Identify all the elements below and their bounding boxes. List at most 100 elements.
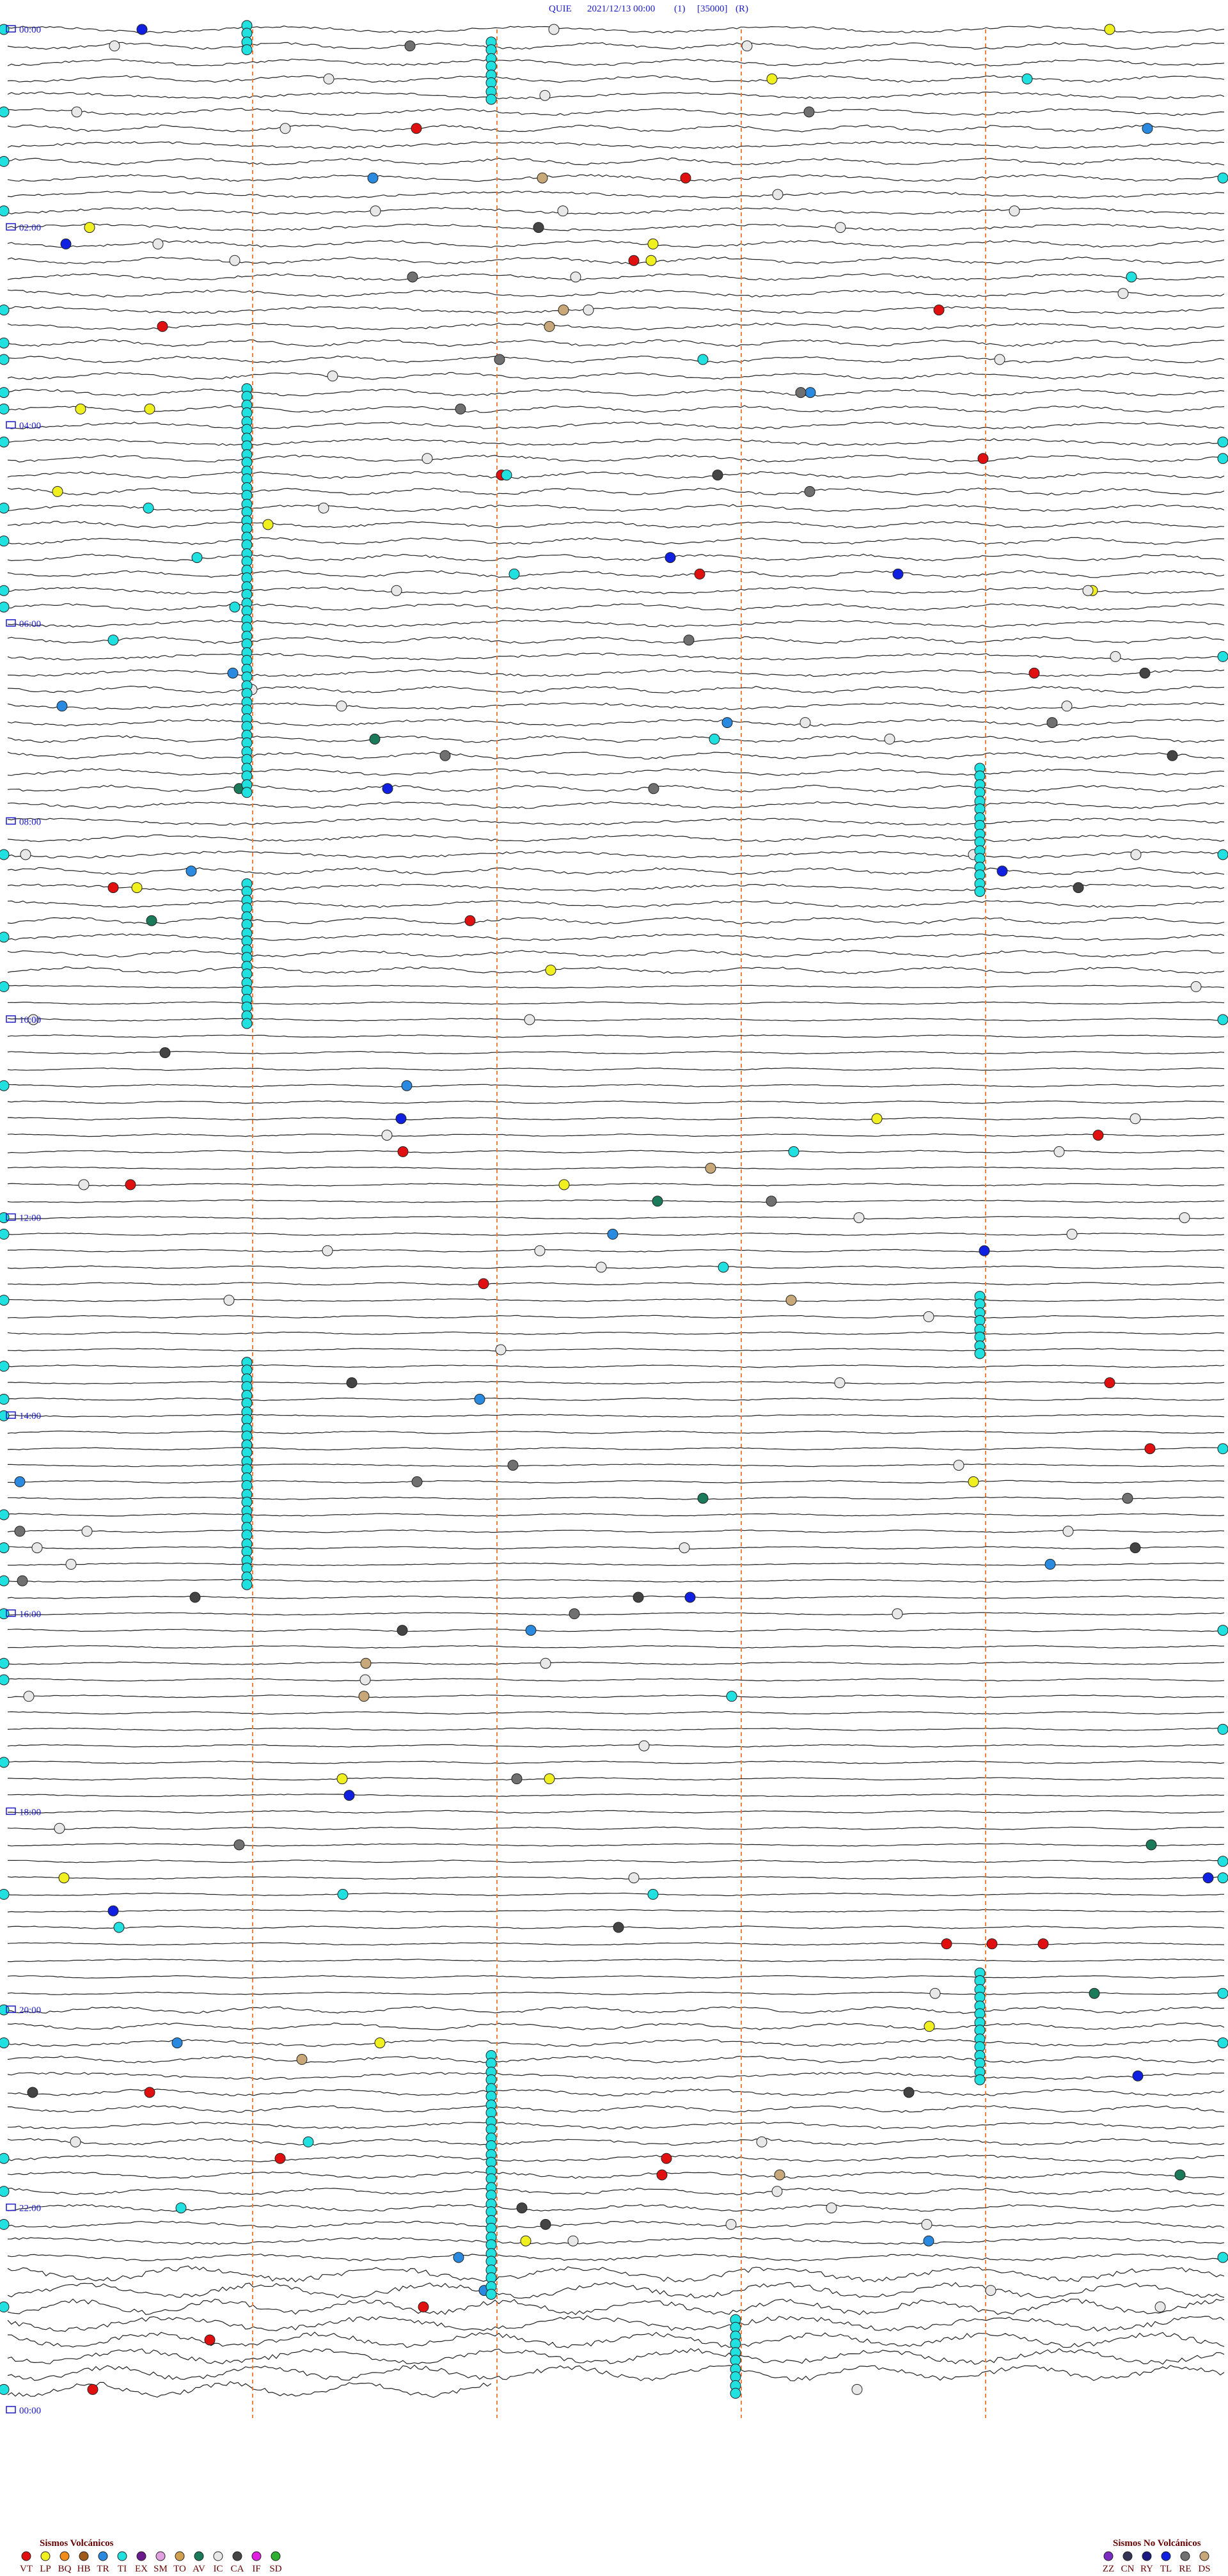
event <box>835 222 846 233</box>
hour-marker <box>6 421 16 429</box>
trace <box>7 1744 1225 1748</box>
event <box>0 849 10 860</box>
event <box>974 886 986 897</box>
legend-label: TO <box>173 2564 186 2574</box>
trace <box>7 1711 1225 1715</box>
event <box>986 1938 998 1950</box>
event <box>1217 849 1228 860</box>
trace <box>7 141 1225 149</box>
event <box>0 2186 10 2197</box>
trace <box>7 2138 1225 2146</box>
event <box>0 981 10 992</box>
trace <box>7 867 1225 876</box>
event <box>131 882 143 894</box>
event <box>241 1018 253 1029</box>
legend-label: LP <box>40 2564 51 2574</box>
event <box>1217 1014 1228 1025</box>
event <box>1179 1212 1190 1224</box>
trace <box>7 2254 1225 2262</box>
event <box>81 1526 93 1537</box>
trace <box>7 2331 1225 2348</box>
event <box>558 1179 570 1190</box>
trace <box>7 1777 1225 1781</box>
event <box>1130 1542 1141 1554</box>
trace <box>7 91 1225 100</box>
trace <box>7 388 1225 397</box>
event <box>70 2136 81 2147</box>
event <box>58 1872 70 1884</box>
event <box>262 519 274 530</box>
trace <box>7 1876 1225 1880</box>
event <box>171 2037 183 2049</box>
event <box>665 552 676 564</box>
event <box>851 2383 863 2395</box>
trace <box>7 1166 1225 1170</box>
trace <box>7 917 1225 925</box>
event <box>1130 1113 1141 1125</box>
trace <box>7 1975 1224 1979</box>
event <box>337 1888 349 1900</box>
event <box>805 387 816 399</box>
event <box>395 1113 407 1125</box>
trace <box>7 933 1225 942</box>
event <box>14 1476 26 1487</box>
event <box>1217 651 1228 662</box>
event <box>741 40 753 52</box>
legend-volcanic: Sismos Volcánicos VT LP BQ HB TR TI EX SM TO AV IC… <box>20 2538 282 2574</box>
event <box>1062 1526 1074 1537</box>
event <box>1217 1723 1228 1735</box>
event <box>540 1657 551 1669</box>
trace <box>7 289 1225 298</box>
event <box>0 2153 10 2164</box>
event <box>679 1542 690 1554</box>
legend-nonvolcanic: Sismos No Volcánicos ZZ CN RY TL RE DS <box>1103 2538 1211 2574</box>
event <box>1217 1987 1228 1999</box>
trace <box>7 1810 1225 1814</box>
event <box>157 320 168 332</box>
trace <box>7 1793 1225 1798</box>
event <box>381 1130 393 1141</box>
event <box>1217 453 1228 464</box>
event <box>1130 849 1142 860</box>
legend-swatch <box>271 2551 281 2561</box>
event <box>411 1476 423 1487</box>
event <box>539 90 551 101</box>
event <box>0 1080 10 1091</box>
event <box>360 1657 372 1669</box>
trace <box>7 784 1225 793</box>
event <box>1044 1558 1056 1570</box>
trace <box>7 1298 1225 1302</box>
event <box>1126 271 1137 283</box>
event <box>795 387 807 399</box>
event <box>941 1938 952 1950</box>
event <box>0 1509 10 1521</box>
trace <box>7 1661 1225 1665</box>
event <box>924 2021 935 2032</box>
event <box>544 320 555 332</box>
event <box>146 915 157 926</box>
event <box>367 172 379 184</box>
event <box>71 106 83 118</box>
legend-swatch <box>21 2551 31 2561</box>
event <box>923 2235 934 2247</box>
trace <box>7 306 1225 314</box>
legend-title: Sismos No Volcánicos <box>1113 2538 1201 2548</box>
trace <box>7 752 1225 760</box>
minute-markers <box>252 29 986 2418</box>
event <box>0 2383 10 2395</box>
event <box>0 1295 10 1306</box>
event <box>1104 1377 1115 1389</box>
trace <box>7 2364 1225 2382</box>
trace <box>7 1067 1225 1071</box>
event <box>1082 585 1094 596</box>
trace <box>7 42 1225 50</box>
event <box>0 106 10 118</box>
legend-swatch <box>1161 2551 1171 2561</box>
event <box>143 502 154 514</box>
event <box>628 1872 640 1884</box>
trace <box>7 801 1225 809</box>
trace <box>7 223 1225 232</box>
event <box>397 1146 409 1157</box>
legend-label: ZZ <box>1103 2564 1114 2574</box>
